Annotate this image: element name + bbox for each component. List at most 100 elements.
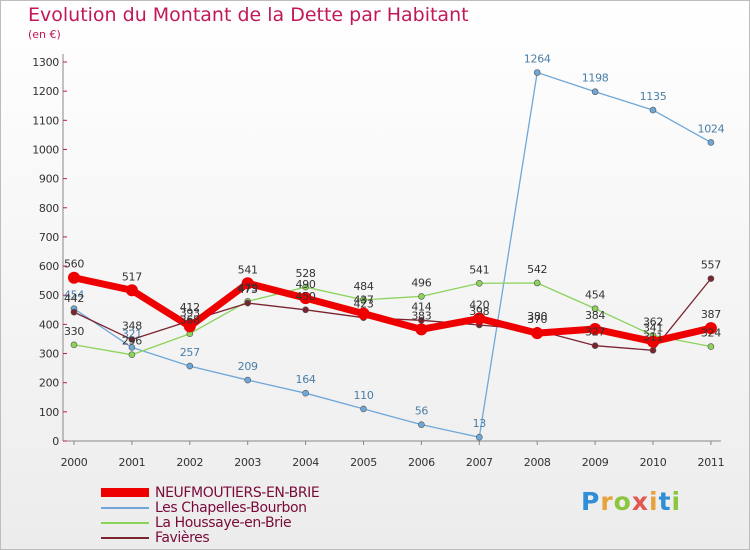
legend-label: Les Chapelles-Bourbon	[155, 499, 307, 516]
data-point	[591, 305, 599, 312]
data-label: 380	[527, 310, 547, 323]
logo-letter: r	[600, 487, 614, 516]
data-point	[591, 342, 599, 349]
data-label: 296	[122, 335, 142, 348]
data-label: 542	[527, 263, 547, 276]
data-label: 557	[701, 259, 721, 272]
data-label: 1198	[582, 72, 609, 85]
legend-label: La Houssaye-en-Brie	[155, 514, 292, 531]
x-tick-label: 2002	[176, 456, 203, 469]
logo-letter: o	[613, 487, 632, 516]
x-tick-label: 2011	[698, 456, 725, 469]
data-point	[418, 293, 425, 300]
x-tick-label: 2004	[292, 456, 319, 469]
data-point	[183, 320, 196, 333]
data-point	[707, 139, 715, 146]
data-point	[128, 351, 136, 359]
data-label: 370	[527, 313, 547, 326]
y-tick-label: 1200	[32, 85, 59, 98]
data-label: 393	[180, 306, 200, 319]
data-point	[647, 335, 659, 348]
data-label: 496	[411, 276, 431, 289]
legend-swatch	[101, 506, 149, 509]
data-label: 528	[296, 267, 316, 280]
data-label: 321	[122, 327, 142, 340]
data-label: 341	[643, 322, 663, 335]
data-label: 362	[643, 315, 663, 328]
logo-letter: t	[658, 487, 672, 516]
data-label: 420	[469, 299, 489, 312]
legend-swatch	[101, 488, 149, 497]
legend-label: NEUFMOUTIERS-EN-BRIE	[155, 484, 320, 501]
series-line	[73, 71, 712, 438]
y-tick-label: 800	[39, 202, 59, 215]
data-label: 442	[64, 292, 84, 305]
data-label: 1024	[698, 122, 725, 135]
y-tick-label: 300	[39, 348, 59, 361]
y-tick-label: 500	[39, 289, 59, 302]
data-point	[70, 341, 78, 349]
data-point	[241, 277, 254, 290]
data-label: 398	[469, 305, 489, 318]
y-tick-label: 1100	[32, 114, 59, 127]
data-point	[302, 389, 309, 397]
data-label: 454	[64, 289, 84, 302]
logo-letter: i	[671, 487, 682, 516]
y-tick-label: 200	[39, 377, 59, 390]
chart-unit-label: (en €)	[28, 28, 61, 41]
data-point	[360, 405, 367, 413]
data-point	[415, 323, 428, 336]
x-tick-label: 2009	[582, 456, 609, 469]
data-label: 56	[415, 405, 429, 418]
data-label: 541	[238, 263, 258, 276]
data-label: 437	[353, 294, 373, 307]
data-label: 484	[353, 280, 373, 293]
legend-label: Favières	[155, 529, 210, 546]
x-tick-label: 2008	[524, 456, 551, 469]
data-point	[531, 327, 544, 340]
data-label: 327	[585, 326, 605, 339]
data-point	[475, 433, 483, 441]
data-point	[591, 88, 599, 96]
data-label: 1264	[524, 52, 551, 65]
data-label: 383	[411, 309, 431, 322]
data-label: 412	[180, 301, 200, 314]
data-label: 454	[585, 289, 605, 302]
data-point	[589, 323, 602, 336]
data-label: 490	[296, 278, 316, 291]
logo-letter: i	[649, 487, 659, 516]
data-label: 479	[238, 281, 258, 294]
data-label: 330	[64, 325, 84, 338]
proxiti-logo: Proxiti	[581, 487, 681, 516]
chart-title: Evolution du Montant de la Dette par Hab…	[28, 4, 469, 26]
data-label: 384	[585, 309, 605, 322]
y-tick-label: 0	[52, 435, 59, 448]
y-tick-label: 1000	[32, 143, 59, 156]
series-line	[73, 282, 712, 356]
data-point	[128, 336, 136, 343]
x-tick-label: 2003	[234, 456, 261, 469]
data-point	[418, 317, 425, 324]
y-tick-label: 100	[39, 406, 59, 419]
logo-letter: x	[631, 487, 649, 516]
data-point	[68, 271, 80, 284]
data-point	[649, 347, 657, 354]
data-label: 1135	[640, 90, 667, 103]
data-point	[357, 307, 370, 320]
data-label: 423	[353, 298, 373, 311]
data-label: 368	[180, 314, 200, 327]
data-point	[473, 312, 486, 325]
data-label: 257	[180, 346, 200, 359]
data-label: 110	[353, 389, 373, 402]
data-point	[704, 322, 717, 335]
data-label: 387	[701, 308, 721, 321]
data-point	[299, 292, 312, 305]
x-tick-label: 2005	[350, 456, 377, 469]
data-label: 541	[469, 263, 489, 276]
data-point	[302, 306, 309, 314]
data-point	[360, 296, 367, 304]
data-point	[475, 279, 483, 287]
x-tick-label: 2007	[466, 456, 493, 469]
